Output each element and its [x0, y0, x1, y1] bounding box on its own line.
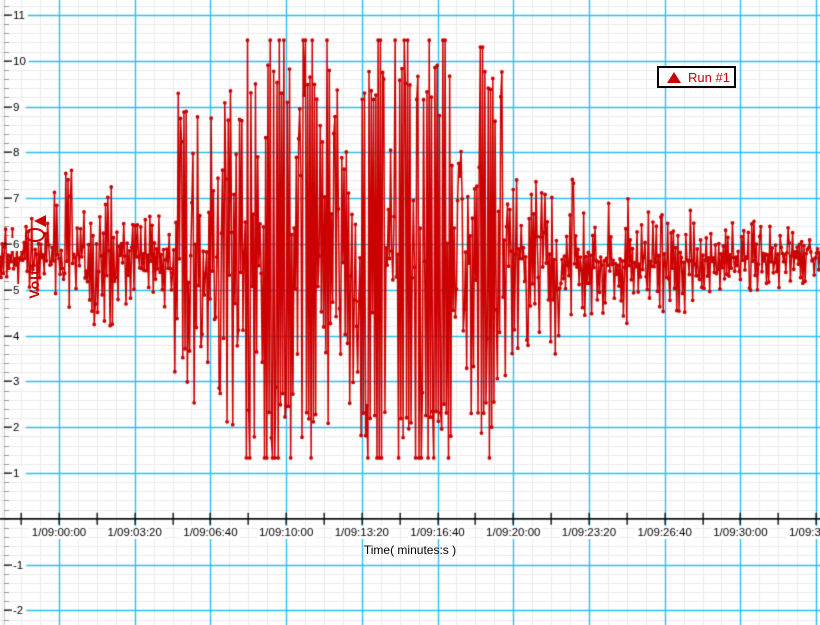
x-axis-title: Time( minutes:s ) [363, 543, 457, 557]
y-cursor-icon[interactable] [34, 215, 46, 228]
triangle-up-icon [667, 71, 681, 83]
legend-label: Run #1 [688, 69, 730, 85]
ellipse-annotation [25, 227, 45, 242]
legend[interactable]: Run #1 [657, 66, 736, 88]
